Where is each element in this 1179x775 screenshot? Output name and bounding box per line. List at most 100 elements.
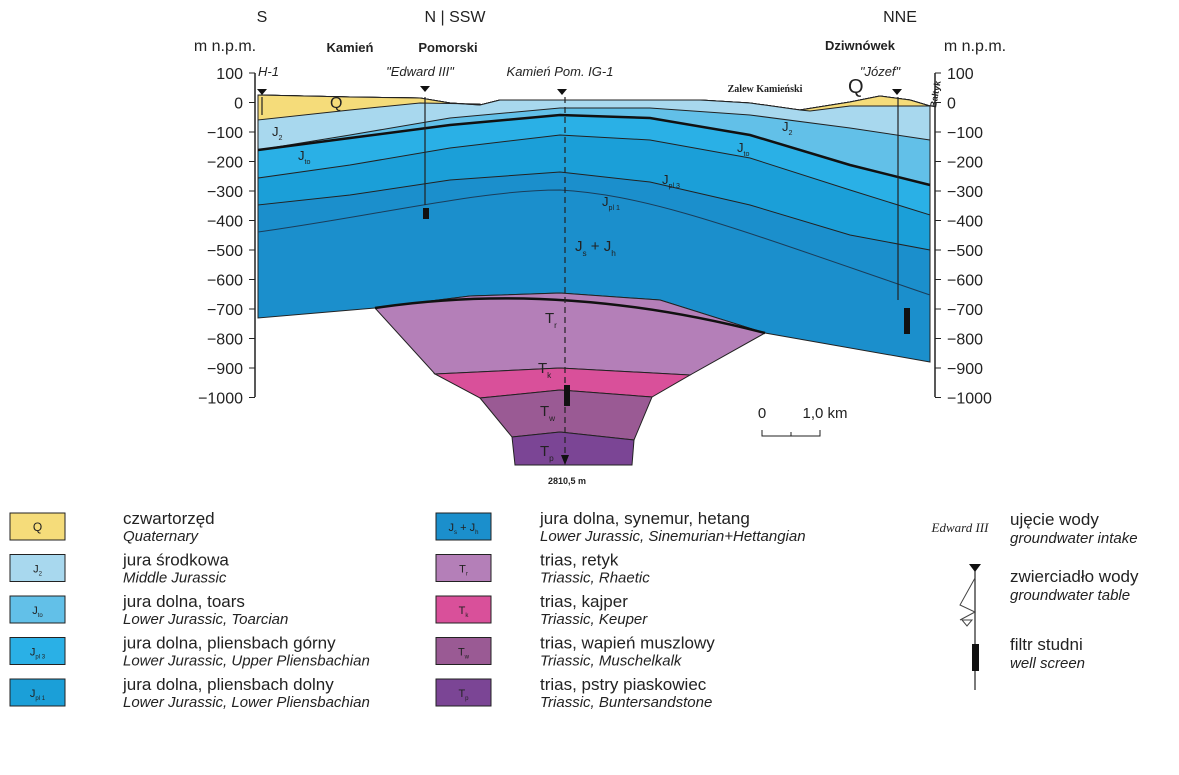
axis-tick-label: −600 bbox=[207, 273, 243, 290]
key-head bbox=[969, 564, 981, 572]
legend-name-en: Lower Jurassic, Upper Pliensbachian bbox=[123, 653, 370, 670]
axis-tick-label: −900 bbox=[947, 361, 983, 378]
text-part: Q bbox=[33, 520, 42, 534]
legend-name: czwartorzęd bbox=[123, 509, 215, 528]
axis-tick-label: 100 bbox=[216, 66, 243, 83]
unit-label: m n.p.m. bbox=[194, 38, 256, 55]
scale-label: 1,0 km bbox=[802, 405, 847, 422]
text-part: Q bbox=[848, 76, 864, 98]
text-part: pl 3 bbox=[669, 182, 681, 190]
place-label: Kamień bbox=[327, 40, 374, 55]
text-part: to bbox=[38, 613, 44, 619]
place-label: Zalew Kamieński bbox=[728, 84, 803, 95]
text-part: pl 1 bbox=[609, 204, 621, 212]
legend-name-en: Triassic, Rhaetic bbox=[540, 570, 650, 587]
place-label: Bałtyk bbox=[928, 79, 943, 108]
key-name-en: groundwater table bbox=[1010, 587, 1130, 604]
key-name: filtr studni bbox=[1010, 635, 1083, 654]
well-head bbox=[557, 89, 567, 95]
well-head bbox=[257, 89, 267, 95]
text-part: 2 bbox=[279, 134, 283, 142]
axis-tick-label: −300 bbox=[947, 184, 983, 201]
text-part: r bbox=[554, 321, 557, 330]
key-name: zwierciadło wody bbox=[1010, 567, 1139, 586]
direction: N | SSW bbox=[424, 9, 486, 26]
legend-name-en: Middle Jurassic bbox=[123, 570, 227, 587]
axis-tick-label: −600 bbox=[947, 273, 983, 290]
direction: S bbox=[257, 9, 268, 26]
axis-tick-label: −100 bbox=[947, 125, 983, 142]
text-part: Q bbox=[330, 95, 342, 112]
text-part: h bbox=[475, 530, 478, 536]
legend-name-en: Quaternary bbox=[123, 528, 200, 545]
axis-tick-label: −800 bbox=[947, 332, 983, 349]
well-screen bbox=[904, 308, 910, 334]
axis-tick-label: 0 bbox=[234, 96, 243, 113]
axis-tick-label: −500 bbox=[947, 243, 983, 260]
direction: NNE bbox=[883, 9, 917, 26]
key-sample: Edward III bbox=[931, 520, 990, 535]
legend-name-en: Lower Jurassic, Sinemurian+Hettangian bbox=[540, 528, 806, 545]
legend-name: jura dolna, pliensbach górny bbox=[122, 634, 336, 653]
text-part: pl 3 bbox=[35, 655, 45, 661]
legend-name: jura środkowa bbox=[122, 551, 229, 570]
axis-tick-label: −200 bbox=[207, 155, 243, 172]
well-head bbox=[420, 86, 430, 92]
text-part: 2 bbox=[789, 129, 793, 137]
legend-name: jura dolna, toars bbox=[122, 592, 245, 611]
axis-tick-label: −100 bbox=[207, 125, 243, 142]
legend-name: jura dolna, pliensbach dolny bbox=[122, 675, 334, 694]
axis-tick-label: −400 bbox=[207, 214, 243, 231]
key-name: ujęcie wody bbox=[1010, 510, 1099, 529]
text-part: pl 1 bbox=[35, 696, 45, 702]
legend-name-en: Lower Jurassic, Toarcian bbox=[123, 611, 288, 628]
layer-label: Q bbox=[848, 76, 864, 98]
legend-name: jura dolna, synemur, hetang bbox=[539, 509, 750, 528]
axis-tick-label: −900 bbox=[207, 361, 243, 378]
key-screen bbox=[972, 644, 979, 671]
text-part: J bbox=[575, 238, 583, 255]
text-part: to bbox=[744, 150, 750, 158]
axis-tick-label: −500 bbox=[207, 243, 243, 260]
axis-tick-label: −400 bbox=[947, 214, 983, 231]
axis-tick-label: −700 bbox=[947, 302, 983, 319]
legend-name: trias, kajper bbox=[540, 592, 628, 611]
axis-tick-label: −800 bbox=[207, 332, 243, 349]
text-part: r bbox=[466, 572, 468, 578]
text-part: T bbox=[538, 360, 547, 377]
depth-label: 2810,5 m bbox=[548, 476, 586, 486]
legend-name-en: Triassic, Buntersandstone bbox=[540, 694, 712, 711]
axis-tick-label: −1000 bbox=[198, 391, 243, 408]
text-part: p bbox=[549, 454, 554, 463]
key-table bbox=[960, 578, 975, 620]
axis-tick-label: −300 bbox=[207, 184, 243, 201]
axis-tick-label: 100 bbox=[947, 66, 974, 83]
legend-name: trias, pstry piaskowiec bbox=[540, 675, 707, 694]
place-label: Pomorski bbox=[418, 40, 477, 55]
place-label: Dziwnówek bbox=[825, 38, 896, 53]
text-part: w bbox=[464, 655, 470, 661]
place-label: "Józef" bbox=[860, 64, 902, 79]
well-head bbox=[892, 89, 902, 95]
text-part: + J bbox=[587, 238, 612, 255]
place-label: Kamień Pom. IG-1 bbox=[507, 64, 614, 79]
legend-symbol: Js + Jh bbox=[449, 522, 479, 536]
key-name-en: groundwater intake bbox=[1010, 530, 1138, 547]
legend-name-en: Lower Jurassic, Lower Pliensbachian bbox=[123, 694, 370, 711]
legend-symbol: Q bbox=[33, 520, 42, 534]
text-part: T bbox=[545, 310, 554, 327]
text-part: to bbox=[305, 158, 311, 166]
legend-name-en: Triassic, Muschelkalk bbox=[540, 653, 683, 670]
legend-name-en: Triassic, Keuper bbox=[540, 611, 648, 628]
axis-tick-label: 0 bbox=[947, 96, 956, 113]
text-part: T bbox=[540, 443, 549, 460]
well-screen bbox=[564, 385, 570, 406]
legend-name: trias, retyk bbox=[540, 551, 619, 570]
text-part: h bbox=[611, 249, 616, 258]
scale-label: 0 bbox=[758, 405, 766, 422]
key-name-en: well screen bbox=[1010, 655, 1085, 672]
unit-label: m n.p.m. bbox=[944, 38, 1006, 55]
layer-label: Js + Jh bbox=[575, 238, 616, 258]
legend-name: trias, wapień muszlowy bbox=[540, 634, 715, 653]
well-screen bbox=[423, 208, 429, 219]
